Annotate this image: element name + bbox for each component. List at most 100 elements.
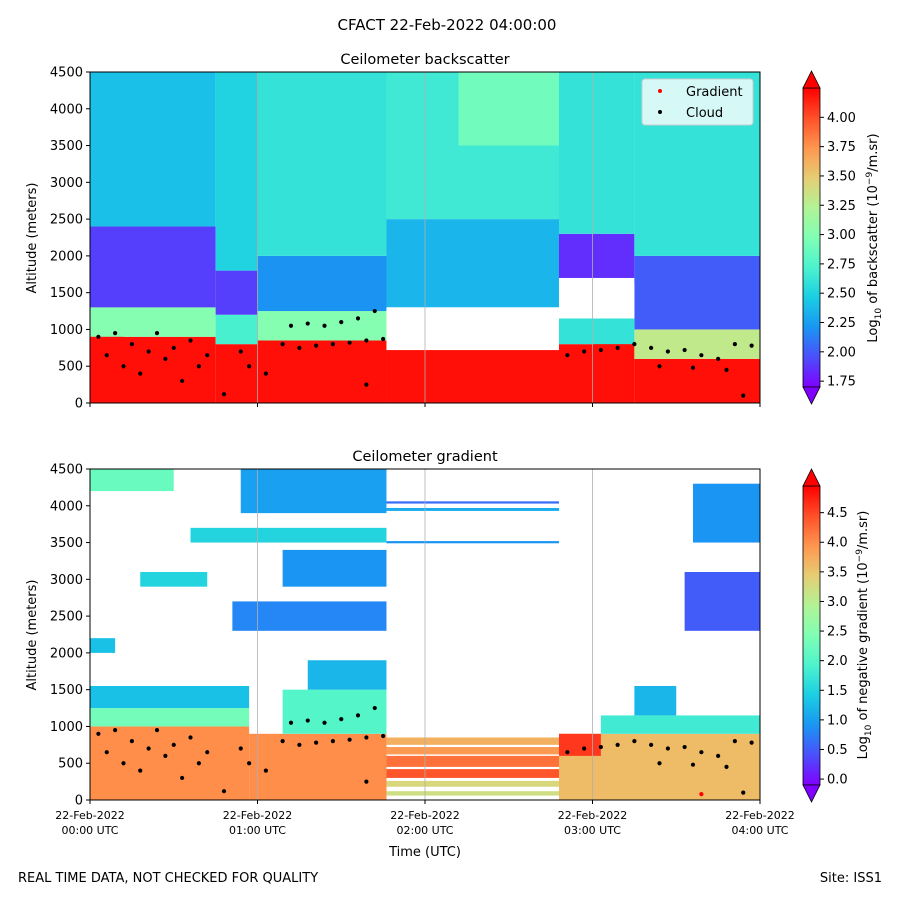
- colorbar-body: [802, 485, 821, 786]
- cloud-point: [288, 323, 294, 328]
- cloud-point: [238, 349, 243, 354]
- heatmap-stripe: [386, 755, 559, 767]
- cloud-point: [146, 349, 151, 354]
- cloud-point: [649, 345, 654, 350]
- colorbar-body: [802, 87, 821, 388]
- cloud-point: [314, 740, 319, 745]
- cloud-point: [682, 347, 687, 353]
- heatmap-cell: [90, 638, 116, 653]
- colorbar-ticks: 0.0 0.5 1.0 1.5 2.0 2.5 3.0 3.5 4.0 4.5: [820, 506, 848, 788]
- heatmap-cell: [307, 660, 387, 690]
- cloud-point: [381, 336, 386, 342]
- cloud-point: [221, 789, 227, 794]
- cloud-point: [96, 334, 101, 339]
- x-tick-label-date: 22-Feb-2022: [725, 809, 794, 822]
- cloud-point: [347, 737, 352, 742]
- colorbar-tick-label: 2.0: [827, 654, 848, 669]
- cloud-point: [355, 316, 361, 321]
- cloud-point: [263, 371, 268, 376]
- heatmap-cell: [215, 270, 258, 315]
- cloud-point: [154, 728, 160, 733]
- gradient-colorbar: 0.0 0.5 1.0 1.5 2.0 2.5 3.0 3.5 4.0 4.5 Log10 of …: [802, 468, 874, 803]
- y-tick-label: 4500: [50, 66, 83, 81]
- colorbar-label-log: Log: [866, 319, 881, 342]
- heatmap-cell: [90, 307, 216, 337]
- cloud-point: [180, 378, 185, 384]
- heatmap-stripe: [386, 780, 559, 787]
- heatmap-cell: [559, 72, 635, 234]
- colorbar-extend-bottom: [802, 386, 821, 405]
- colorbar-label-mid: of backscatter (10: [866, 185, 881, 308]
- heatmap-stripe: [386, 791, 559, 796]
- heatmap-cell: [282, 689, 387, 734]
- heatmap-cell: [90, 469, 174, 492]
- cloud-point: [339, 716, 344, 722]
- heatmap-cell: [90, 685, 250, 709]
- colorbar-tick-label: 4.5: [827, 506, 848, 521]
- cloud-point: [330, 342, 335, 347]
- heatmap-cell: [90, 226, 216, 308]
- colorbar-ticks: 1.75 2.00 2.25 2.50 2.75 3.00 3.25 3.50 3.75 4.00: [820, 111, 856, 390]
- cloud-point: [732, 342, 737, 347]
- cloud-point: [749, 343, 754, 348]
- heatmap-stripe: [386, 541, 559, 544]
- heatmap-cell: [190, 527, 387, 543]
- legend-cloud-marker: [658, 110, 662, 114]
- cloud-point: [657, 761, 662, 766]
- y-tick-label: 1500: [50, 683, 83, 698]
- colorbar-tick-label: 4.00: [827, 111, 856, 126]
- heatmap-cell: [559, 318, 635, 345]
- heatmap-stripe: [386, 747, 559, 755]
- cloud-point: [305, 718, 310, 723]
- cloud-point: [180, 775, 185, 781]
- cloud-point: [96, 731, 101, 736]
- cloud-point: [632, 739, 637, 744]
- gradient-point: [699, 792, 704, 797]
- x-tick-label-time: 01:00 UTC: [229, 824, 286, 837]
- cloud-point: [690, 762, 696, 767]
- colorbar-tick-label: 1.5: [827, 684, 848, 699]
- backscatter-cloud-points: [96, 308, 754, 398]
- cloud-point: [121, 761, 126, 766]
- cloud-point: [682, 744, 687, 750]
- heatmap-cell: [249, 733, 387, 800]
- cloud-point: [113, 331, 118, 336]
- colorbar-tick-label: 3.50: [827, 169, 856, 184]
- backscatter-panel: Ceilometer backscatter 0 500 1000 1500 2000 2…: [25, 52, 884, 412]
- y-tick-label: 500: [58, 757, 83, 772]
- cloud-point: [565, 750, 570, 755]
- colorbar-tick-label: 2.50: [827, 287, 856, 302]
- gradient-title: Ceilometer gradient: [352, 449, 498, 465]
- y-tick-label: 3000: [50, 176, 83, 191]
- cloud-point: [138, 371, 143, 376]
- x-tick-label-date: 22-Feb-2022: [390, 809, 459, 822]
- cloud-point: [263, 768, 268, 773]
- y-tick-label: 1000: [50, 323, 83, 338]
- colorbar-extend-bottom: [802, 784, 821, 803]
- colorbar-label-sub: 10: [874, 308, 884, 320]
- heatmap-cell: [386, 219, 559, 308]
- cloud-point: [121, 364, 126, 369]
- colorbar-label: Log10 of backscatter (10−9/m.sr): [865, 133, 884, 342]
- heatmap-cell: [90, 726, 250, 800]
- colorbar-tick-label: 2.25: [827, 316, 856, 331]
- legend-box: [641, 78, 754, 126]
- colorbar-label: Log10 of negative gradient (10−9/m.sr): [855, 511, 874, 760]
- cloud-point: [330, 739, 335, 744]
- legend-cloud-label: Cloud: [686, 106, 723, 121]
- backscatter-colorbar: 1.75 2.00 2.25 2.50 2.75 3.00 3.25 3.50 3.75 4.00…: [802, 70, 884, 405]
- cloud-point: [129, 342, 134, 347]
- x-tick-label-date: 22-Feb-2022: [55, 809, 124, 822]
- cloud-point: [188, 338, 193, 343]
- footer-site: Site: ISS1: [820, 871, 882, 886]
- colorbar-label-sup: −9: [855, 549, 865, 563]
- heatmap-cell: [282, 549, 387, 587]
- heatmap-cell: [90, 708, 250, 727]
- cloud-point: [598, 744, 603, 750]
- colorbar-label-mid: of negative gradient (10: [856, 562, 871, 724]
- colorbar-tick-label: 0.0: [827, 773, 848, 788]
- cloud-point: [138, 768, 143, 773]
- cloud-point: [364, 338, 369, 343]
- colorbar-tick-label: 1.75: [827, 375, 856, 390]
- figure-suptitle: CFACT 22-Feb-2022 04:00:00: [338, 16, 557, 34]
